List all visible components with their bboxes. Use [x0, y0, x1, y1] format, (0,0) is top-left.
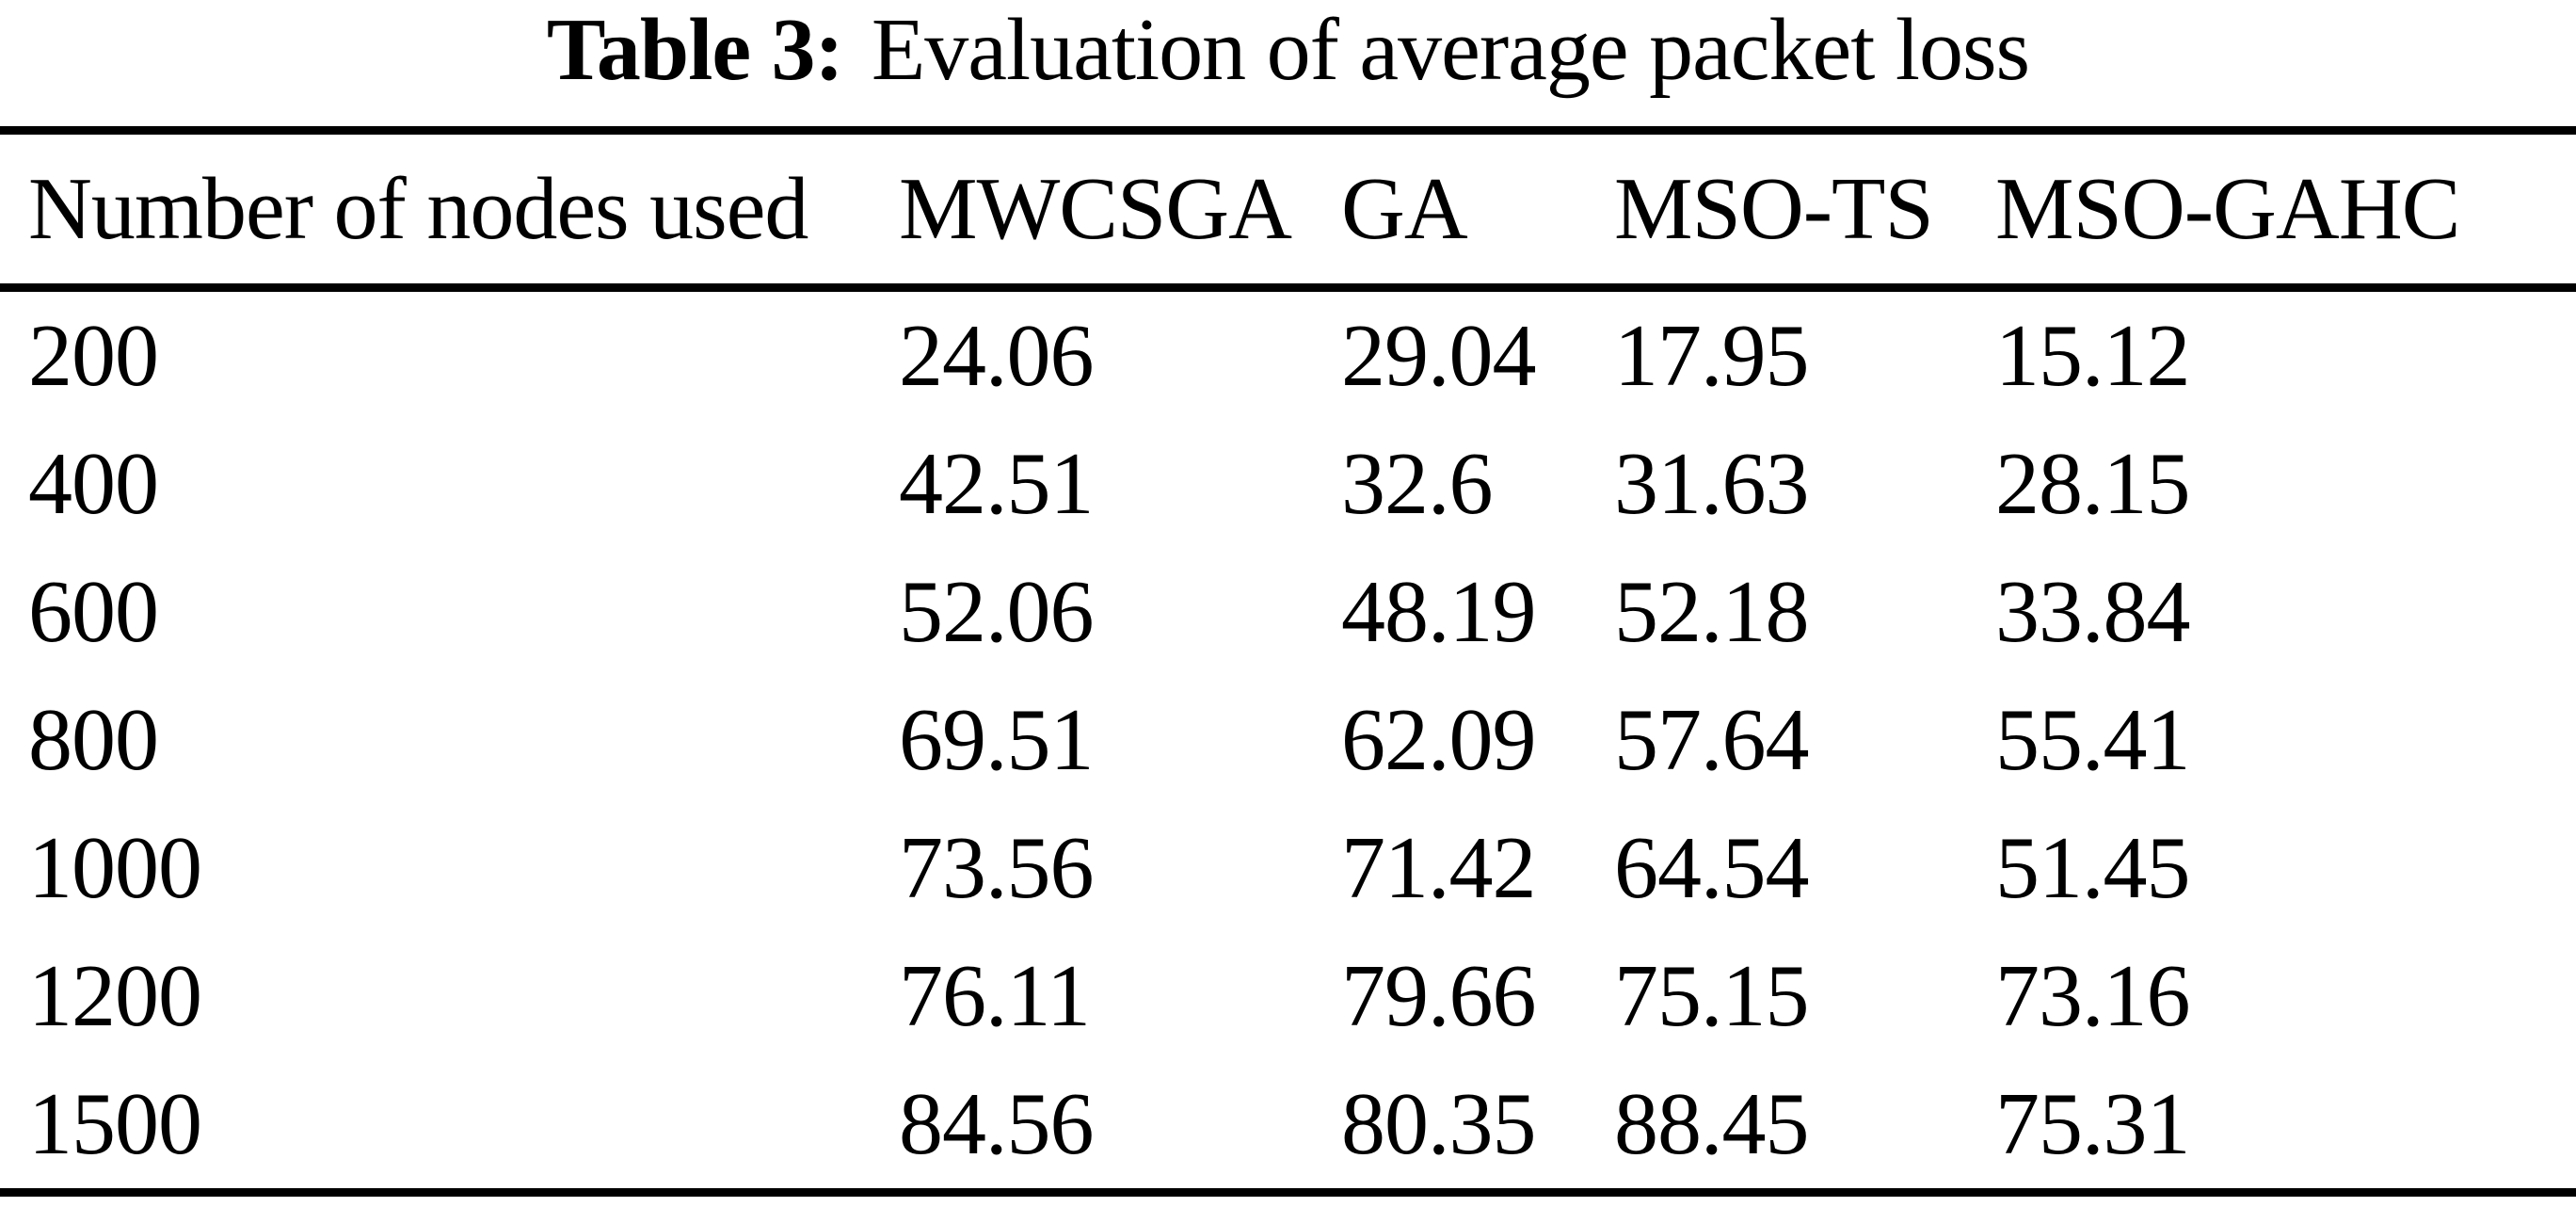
cell-nodes: 600: [28, 563, 159, 661]
cell-mso-ts: 31.63: [1614, 435, 1810, 533]
table-row: 600 52.06 48.19 52.18 33.84: [0, 548, 2576, 676]
table-row: 200 24.06 29.04 17.95 15.12: [0, 288, 2576, 421]
cell-mwcsga: 24.06: [899, 307, 1095, 405]
table-row: 1200 76.11 79.66 75.15 73.16: [0, 932, 2576, 1060]
cell-ga: 48.19: [1341, 563, 1537, 661]
cell-nodes: 1500: [28, 1075, 202, 1173]
cell-ga: 79.66: [1341, 947, 1537, 1045]
cell-mso-gahc: 51.45: [1995, 819, 2191, 917]
cell-nodes: 400: [28, 435, 159, 533]
cell-mwcsga: 52.06: [899, 563, 1095, 661]
cell-mso-gahc: 15.12: [1995, 307, 2191, 405]
cell-mso-ts: 75.15: [1614, 947, 1810, 1045]
cell-mso-ts: 64.54: [1614, 819, 1810, 917]
cell-mso-ts: 57.64: [1614, 691, 1810, 789]
col-header-mwcsga: MWCSGA: [899, 130, 1341, 292]
col-header-mso-gahc: MSO-GAHC: [1995, 130, 2576, 292]
table-row: 400 42.51 32.6 31.63 28.15: [0, 420, 2576, 548]
table-row: 800 69.51 62.09 57.64 55.41: [0, 676, 2576, 804]
table-row: 1500 84.56 80.35 88.45 75.31: [0, 1060, 2576, 1193]
cell-mwcsga: 69.51: [899, 691, 1095, 789]
table-caption-text: Evaluation of average packet loss: [871, 1, 2030, 99]
cell-mso-gahc: 73.16: [1995, 947, 2191, 1045]
cell-mso-ts: 88.45: [1614, 1075, 1810, 1173]
cell-mso-ts: 52.18: [1614, 563, 1810, 661]
cell-mwcsga: 73.56: [899, 819, 1095, 917]
cell-nodes: 1200: [28, 947, 202, 1045]
table-caption: Table 3: Evaluation of average packet los…: [0, 0, 2576, 126]
cell-ga: 80.35: [1341, 1075, 1537, 1173]
packet-loss-table: Number of nodes used MWCSGA GA MSO-TS MS…: [0, 126, 2576, 1197]
cell-mwcsga: 76.11: [899, 947, 1091, 1045]
cell-mso-gahc: 28.15: [1995, 435, 2191, 533]
cell-ga: 62.09: [1341, 691, 1537, 789]
header-row: Number of nodes used MWCSGA GA MSO-TS MS…: [0, 130, 2576, 292]
col-header-ga: GA: [1341, 130, 1614, 292]
cell-mso-gahc: 33.84: [1995, 563, 2191, 661]
col-header-mso-ts: MSO-TS: [1614, 130, 1995, 292]
cell-ga: 29.04: [1341, 307, 1537, 405]
cell-ga: 32.6: [1341, 435, 1494, 533]
cell-nodes: 1000: [28, 819, 202, 917]
cell-mwcsga: 84.56: [899, 1075, 1095, 1173]
cell-ga: 71.42: [1341, 819, 1537, 917]
table-row: 1000 73.56 71.42 64.54 51.45: [0, 804, 2576, 932]
cell-mso-gahc: 75.31: [1995, 1075, 2191, 1173]
cell-mwcsga: 42.51: [899, 435, 1095, 533]
cell-nodes: 200: [28, 307, 159, 405]
cell-mso-gahc: 55.41: [1995, 691, 2191, 789]
table-caption-label: Table 3:: [546, 1, 844, 99]
col-header-nodes: Number of nodes used: [0, 130, 899, 292]
cell-nodes: 800: [28, 691, 159, 789]
cell-mso-ts: 17.95: [1614, 307, 1810, 405]
